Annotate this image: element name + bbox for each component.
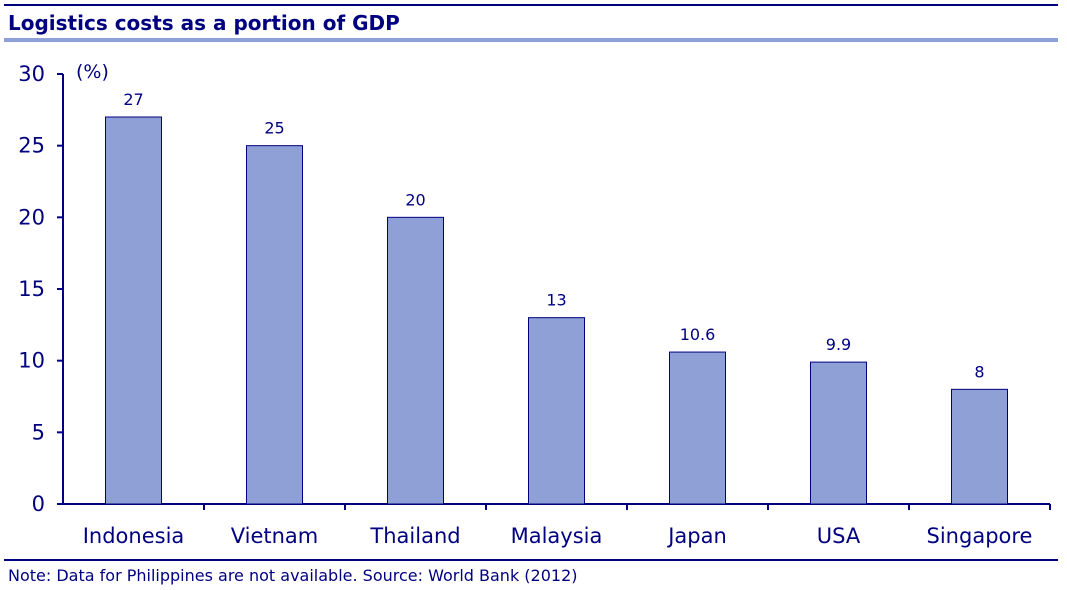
top-rule (4, 4, 1058, 6)
y-tick-label: 10 (18, 349, 45, 373)
y-tick-label: 0 (32, 492, 45, 516)
bar-thailand (387, 216, 444, 505)
bars (105, 116, 1008, 505)
y-tick-label: 20 (18, 205, 45, 229)
bottom-rule (4, 559, 1058, 561)
data-label: 13 (546, 291, 566, 310)
data-label: 27 (123, 90, 143, 109)
data-label: 20 (405, 190, 425, 209)
data-label: 8 (974, 362, 984, 381)
y-axis-unit-label: (%) (76, 61, 109, 83)
x-tick-label: Thailand (369, 524, 460, 548)
x-tick-label: USA (817, 524, 861, 548)
y-tick-label: 15 (18, 277, 45, 301)
bar-usa (810, 361, 867, 505)
data-label: 10.6 (680, 325, 716, 344)
x-axis: Indonesia Vietnam Thailand Malaysia Japan USA… (63, 503, 1051, 548)
bar-japan (669, 351, 726, 505)
x-tick-label: Indonesia (83, 524, 185, 548)
y-tick-label: 5 (32, 420, 45, 444)
x-tick-label: Singapore (927, 524, 1033, 548)
chart-title: Logistics costs as a portion of GDP (8, 11, 400, 35)
data-label: 25 (264, 119, 284, 138)
bar-indonesia (105, 116, 162, 505)
bar-singapore (951, 388, 1008, 505)
bar-malaysia (528, 317, 585, 505)
bar-vietnam (246, 145, 303, 505)
y-tick-label: 25 (18, 134, 45, 158)
footnote: Note: Data for Philippines are not avail… (8, 566, 578, 585)
x-tick-label: Vietnam (231, 524, 319, 548)
x-tick-label: Malaysia (511, 524, 603, 548)
y-axis: 0 5 10 15 20 25 30 (18, 62, 64, 516)
title-underline (4, 38, 1058, 42)
value-labels: 27 25 20 13 10.6 9.9 8 (123, 90, 984, 381)
x-tick-label: Japan (666, 524, 727, 548)
y-tick-label: 30 (18, 62, 45, 86)
bar-chart: 0 5 10 15 20 25 30 Indonesia Vietnam Thailand Mal… (18, 61, 1051, 548)
data-label: 9.9 (826, 335, 851, 354)
